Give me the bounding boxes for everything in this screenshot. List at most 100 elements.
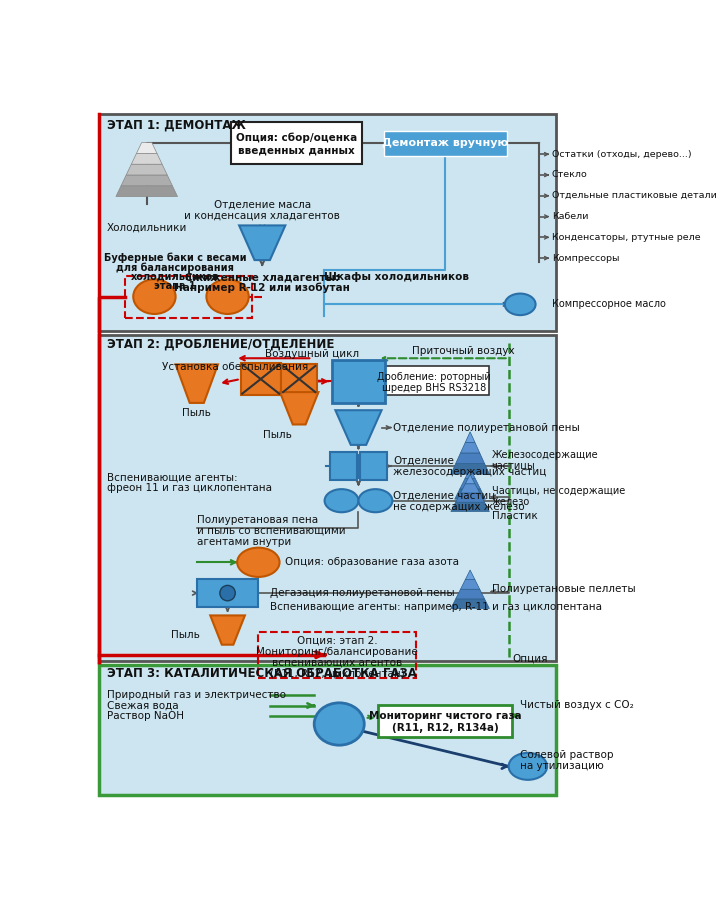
Text: Установка обеспыливания: Установка обеспыливания <box>162 363 309 373</box>
Text: ЭТАП 1: ДЕМОНТАЖ: ЭТАП 1: ДЕМОНТАЖ <box>107 119 245 131</box>
Text: Сжиженные хладагенты:: Сжиженные хладагенты: <box>185 273 339 283</box>
Text: Компрессорное масло: Компрессорное масло <box>552 300 665 310</box>
Text: и конденсация хладагентов: и конденсация хладагентов <box>184 211 340 220</box>
Text: Приточный воздух: Приточный воздух <box>412 346 515 356</box>
Polygon shape <box>465 432 475 443</box>
FancyBboxPatch shape <box>331 360 385 403</box>
Text: Компрессоры: Компрессоры <box>552 254 620 263</box>
Text: Опция: образование газа азота: Опция: образование газа азота <box>285 557 459 567</box>
Text: вспенивающих агентов: вспенивающих агентов <box>272 657 403 668</box>
Text: Остатки (отходы, дерево...): Остатки (отходы, дерево...) <box>552 149 692 158</box>
Polygon shape <box>465 468 475 479</box>
Text: Дегазация полиуретановой пены: Дегазация полиуретановой пены <box>270 588 454 598</box>
FancyBboxPatch shape <box>360 452 387 480</box>
Polygon shape <box>136 142 157 153</box>
Text: Частицы, не содержащие: Частицы, не содержащие <box>491 487 625 497</box>
Text: ЭТАП 2: ДРОБЛЕНИЕ/ОТДЕЛЕНИЕ: ЭТАП 2: ДРОБЛЕНИЕ/ОТДЕЛЕНИЕ <box>107 338 334 351</box>
Text: Дробление: роторный: Дробление: роторный <box>377 372 491 382</box>
Text: Полиуретановые пеллеты: Полиуретановые пеллеты <box>491 584 636 594</box>
Ellipse shape <box>133 279 175 314</box>
Text: Опция: этап 2.: Опция: этап 2. <box>297 635 378 646</box>
Polygon shape <box>456 590 485 598</box>
Text: Опция: Опция <box>513 653 548 663</box>
Polygon shape <box>121 175 173 185</box>
Text: Раствор NaOH: Раствор NaOH <box>107 711 183 721</box>
Text: холодильников: холодильников <box>131 272 219 282</box>
Text: Конденсаторы, ртутные реле: Конденсаторы, ртутные реле <box>552 233 700 242</box>
FancyBboxPatch shape <box>99 114 556 331</box>
Ellipse shape <box>237 548 280 577</box>
FancyBboxPatch shape <box>241 363 281 395</box>
Ellipse shape <box>314 703 364 745</box>
Text: Природный газ и электричество: Природный газ и электричество <box>107 689 285 699</box>
Text: Опция: сбор/оценка: Опция: сбор/оценка <box>237 132 357 142</box>
Text: Стекло: Стекло <box>552 170 587 179</box>
FancyBboxPatch shape <box>99 335 556 661</box>
Polygon shape <box>451 464 489 474</box>
Text: Пыль: Пыль <box>264 430 292 440</box>
Ellipse shape <box>505 293 536 315</box>
FancyBboxPatch shape <box>378 366 489 395</box>
Polygon shape <box>116 185 178 196</box>
Text: частицы: частицы <box>491 460 535 471</box>
Ellipse shape <box>220 585 235 601</box>
FancyBboxPatch shape <box>99 665 556 795</box>
Text: ЭТАП 3: КАТАЛИТИЧЕСКАЯ ОБРАБОТКА ГАЗА: ЭТАП 3: КАТАЛИТИЧЕСКАЯ ОБРАБОТКА ГАЗА <box>107 668 416 680</box>
Polygon shape <box>451 598 489 608</box>
Text: на утилизацию: на утилизацию <box>521 761 604 771</box>
Text: Железосодержащие: Железосодержащие <box>491 449 598 460</box>
Text: Свежая вода: Свежая вода <box>107 700 178 710</box>
Polygon shape <box>465 474 475 484</box>
Ellipse shape <box>325 490 358 512</box>
Text: железо: железо <box>491 497 530 508</box>
Text: (R11, R12, циклопентан): (R11, R12, циклопентан) <box>270 668 405 679</box>
Ellipse shape <box>358 490 392 512</box>
Polygon shape <box>175 364 218 403</box>
Text: Отделение: Отделение <box>393 455 454 465</box>
Text: Кабели: Кабели <box>552 212 588 221</box>
Text: Пластик: Пластик <box>491 511 537 521</box>
FancyBboxPatch shape <box>282 364 317 393</box>
Text: Демонтаж вручную: Демонтаж вручную <box>382 139 509 148</box>
Text: Буферные баки с весами: Буферные баки с весами <box>104 253 247 264</box>
Text: фреон 11 и газ циклопентана: фреон 11 и газ циклопентана <box>107 482 272 492</box>
Text: железосодержащих частиц: железосодержащих частиц <box>393 467 547 477</box>
Ellipse shape <box>207 279 249 314</box>
Text: Мониторинг/балансирование: Мониторинг/балансирование <box>256 646 418 657</box>
Polygon shape <box>126 164 167 175</box>
Polygon shape <box>461 580 480 590</box>
FancyBboxPatch shape <box>197 580 258 607</box>
Text: Шкафы холодильников: Шкафы холодильников <box>325 273 470 283</box>
Polygon shape <box>461 443 480 453</box>
Text: Например R-12 или изобутан: Например R-12 или изобутан <box>174 283 350 293</box>
Text: Солевой раствор: Солевой раствор <box>521 750 614 760</box>
Polygon shape <box>460 479 480 489</box>
Text: не содержащих железо: не содержащих железо <box>393 502 525 512</box>
Polygon shape <box>280 392 318 425</box>
FancyBboxPatch shape <box>330 452 357 480</box>
Text: Воздушный цикл: Воздушный цикл <box>265 349 360 359</box>
Text: Пыль: Пыль <box>171 630 199 641</box>
Polygon shape <box>461 484 480 493</box>
Polygon shape <box>131 153 162 164</box>
Polygon shape <box>210 616 245 644</box>
FancyBboxPatch shape <box>378 705 513 737</box>
Polygon shape <box>456 453 485 464</box>
Text: агентами внутри: агентами внутри <box>197 536 291 546</box>
Text: Пыль: Пыль <box>182 408 211 418</box>
Text: Отделение масла: Отделение масла <box>213 199 311 210</box>
Text: Чистый воздух с CO₂: Чистый воздух с CO₂ <box>521 700 634 710</box>
Text: (R11, R12, R134a): (R11, R12, R134a) <box>392 723 499 733</box>
Text: этапа 1: этапа 1 <box>154 281 196 291</box>
Ellipse shape <box>509 753 547 779</box>
Polygon shape <box>456 493 485 502</box>
Polygon shape <box>336 410 381 445</box>
Polygon shape <box>455 489 486 500</box>
Text: введенных данных: введенных данных <box>239 145 355 156</box>
Text: Отдельные пластиковые детали: Отдельные пластиковые детали <box>552 192 716 201</box>
Text: шредер BHS RS3218: шредер BHS RS3218 <box>381 382 486 392</box>
Polygon shape <box>239 225 285 260</box>
Text: Отделение полиуретановой пены: Отделение полиуретановой пены <box>393 423 580 433</box>
Text: и пыль со вспенивающими: и пыль со вспенивающими <box>197 526 345 536</box>
Polygon shape <box>465 570 475 580</box>
